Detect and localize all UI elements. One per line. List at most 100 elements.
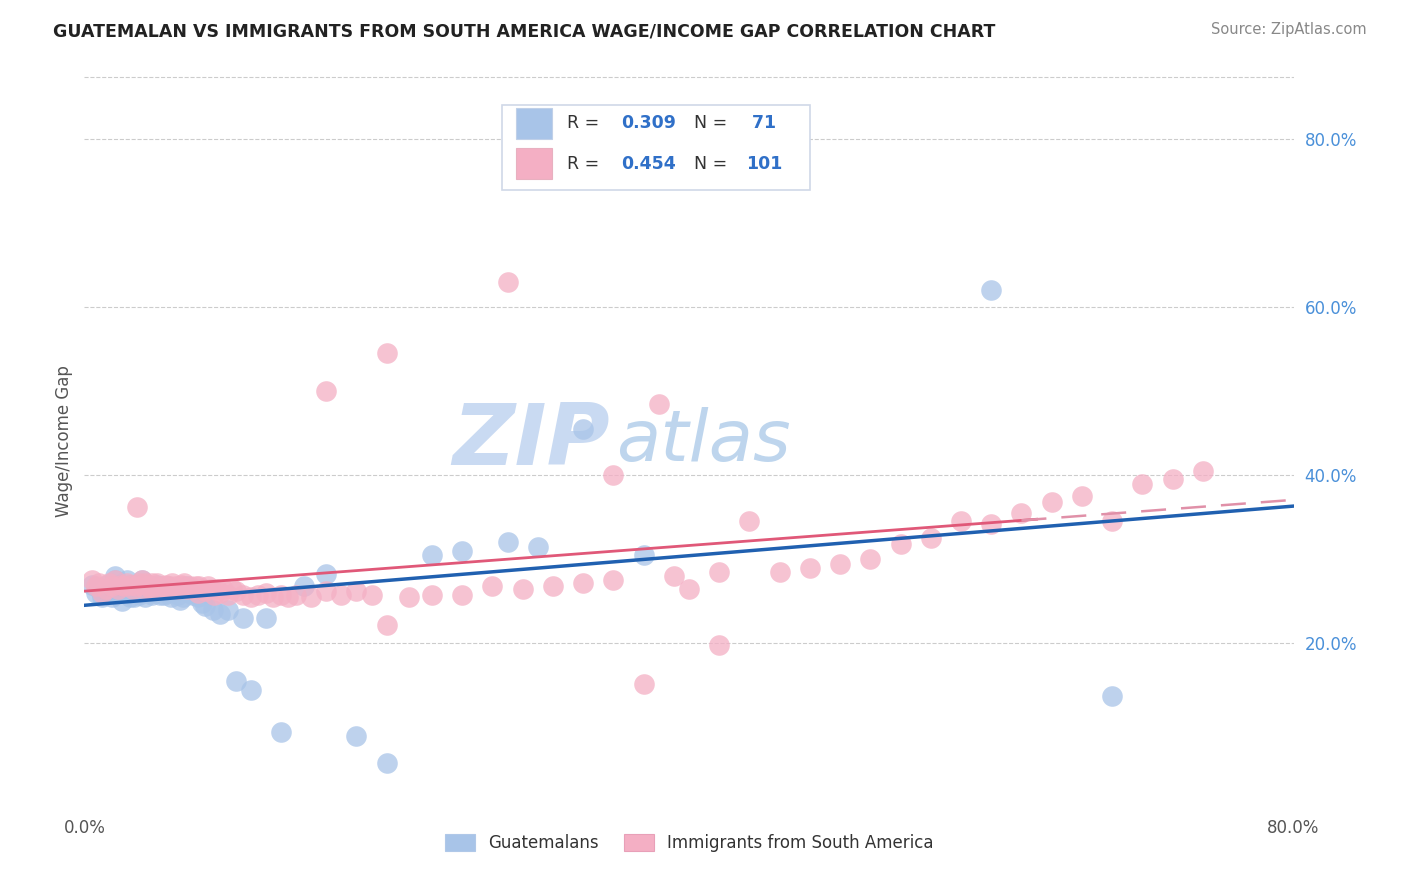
Point	[225, 584, 247, 599]
Point	[709, 565, 731, 579]
Point	[111, 594, 134, 608]
Point	[176, 579, 198, 593]
Point	[153, 588, 176, 602]
Point	[602, 468, 624, 483]
Point	[118, 590, 141, 604]
Point	[127, 577, 149, 591]
Point	[890, 537, 912, 551]
Point	[97, 586, 120, 600]
Point	[169, 592, 191, 607]
Point	[111, 586, 134, 600]
Point	[181, 582, 204, 596]
Point	[247, 588, 270, 602]
Point	[107, 582, 129, 596]
Point	[375, 618, 398, 632]
Point	[115, 574, 138, 588]
Point	[127, 500, 149, 515]
Point	[920, 531, 942, 545]
Point	[149, 582, 172, 596]
Point	[131, 574, 153, 588]
Point	[91, 590, 114, 604]
Point	[191, 582, 214, 596]
Point	[89, 575, 111, 590]
Point	[769, 565, 792, 579]
Point	[830, 557, 852, 571]
Text: ZIP: ZIP	[453, 400, 610, 483]
Point	[662, 569, 685, 583]
Point	[1130, 476, 1153, 491]
Point	[1161, 472, 1184, 486]
Point	[139, 582, 162, 596]
Text: N =: N =	[693, 155, 733, 173]
Text: 101: 101	[745, 155, 782, 173]
Point	[157, 579, 180, 593]
Point	[118, 577, 141, 591]
Point	[118, 577, 141, 591]
Point	[217, 588, 239, 602]
Point	[481, 579, 503, 593]
Text: R =: R =	[567, 155, 605, 173]
Point	[420, 588, 443, 602]
Point	[134, 582, 156, 596]
Point	[209, 607, 232, 621]
Point	[165, 584, 187, 599]
Point	[155, 577, 177, 591]
Legend: Guatemalans, Immigrants from South America: Guatemalans, Immigrants from South Ameri…	[437, 828, 941, 859]
Point	[212, 582, 235, 596]
Point	[131, 574, 153, 588]
Point	[136, 579, 159, 593]
Point	[112, 582, 135, 596]
Point	[496, 275, 519, 289]
Point	[112, 579, 135, 593]
Point	[572, 575, 595, 590]
Point	[134, 575, 156, 590]
Point	[270, 724, 292, 739]
Point	[709, 638, 731, 652]
Point	[167, 588, 190, 602]
Point	[950, 515, 973, 529]
Point	[980, 283, 1002, 297]
Point	[138, 586, 160, 600]
Point	[142, 579, 165, 593]
Point	[398, 590, 420, 604]
Point	[201, 603, 224, 617]
FancyBboxPatch shape	[516, 148, 553, 179]
Point	[496, 535, 519, 549]
Point	[202, 588, 225, 602]
Point	[165, 579, 187, 593]
Point	[217, 603, 239, 617]
Point	[86, 579, 108, 593]
Point	[375, 346, 398, 360]
Point	[207, 582, 229, 596]
Point	[108, 577, 131, 591]
Point	[141, 588, 163, 602]
Point	[188, 579, 211, 593]
Point	[125, 579, 148, 593]
Point	[156, 579, 179, 593]
Point	[315, 567, 337, 582]
Point	[277, 590, 299, 604]
Point	[80, 574, 103, 588]
Point	[160, 582, 183, 596]
Point	[91, 586, 114, 600]
Point	[104, 569, 127, 583]
Point	[127, 582, 149, 596]
Point	[451, 588, 474, 602]
Point	[292, 579, 315, 593]
Point	[89, 582, 111, 596]
Point	[262, 590, 284, 604]
Y-axis label: Wage/Income Gap: Wage/Income Gap	[55, 366, 73, 517]
Point	[86, 586, 108, 600]
Point	[285, 588, 308, 602]
Point	[1011, 506, 1033, 520]
Point	[239, 590, 262, 604]
Point	[170, 577, 193, 591]
Point	[678, 582, 700, 596]
Point	[859, 552, 882, 566]
Point	[270, 588, 292, 602]
Point	[97, 575, 120, 590]
Point	[194, 599, 217, 613]
Point	[232, 588, 254, 602]
Point	[375, 756, 398, 770]
Point	[134, 590, 156, 604]
